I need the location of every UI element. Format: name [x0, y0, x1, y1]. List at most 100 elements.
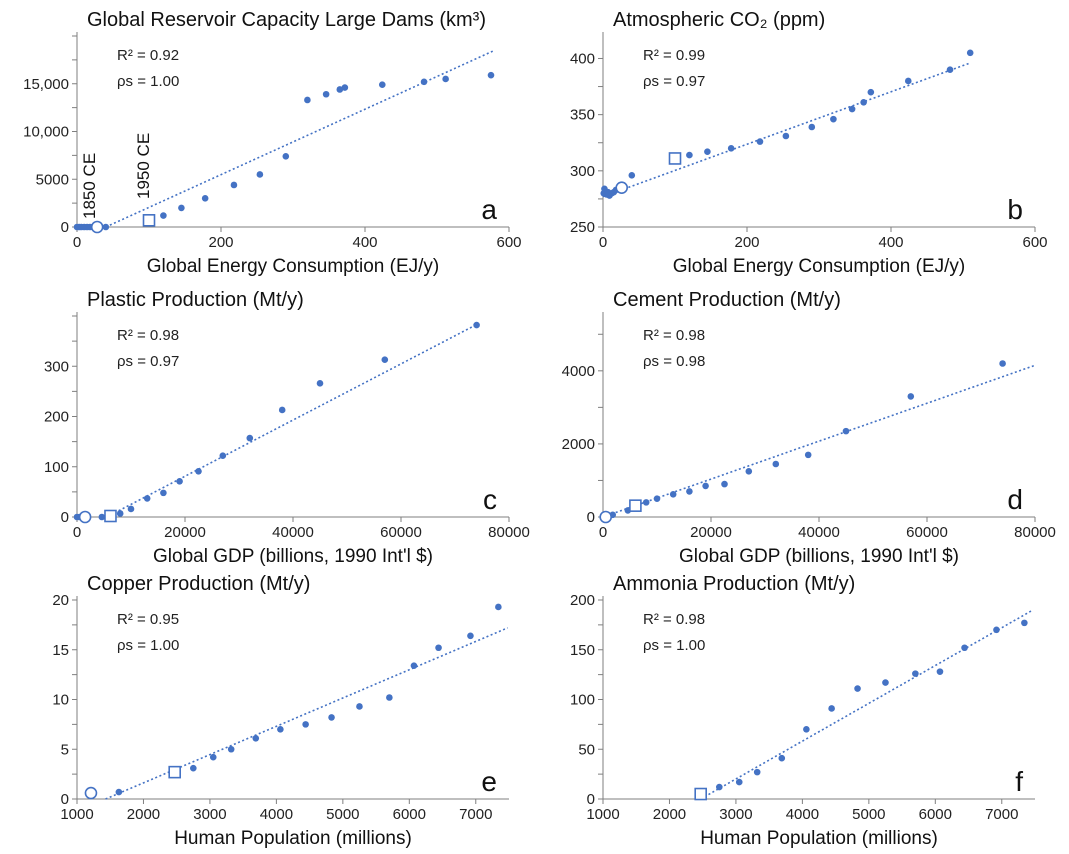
x-axis-label: Global Energy Consumption (EJ/y) — [147, 256, 440, 277]
data-point — [961, 644, 968, 652]
x-tick-label: 400 — [878, 234, 903, 251]
data-point — [782, 132, 790, 140]
x-axis-label: Global GDP (billions, 1990 Int'l $) — [153, 546, 433, 567]
open-square-marker — [168, 765, 181, 779]
data-point — [176, 478, 183, 485]
x-tick-label: 2000 — [127, 806, 160, 823]
data-point — [772, 460, 780, 468]
r-squared-label: R² = 0.95 — [117, 611, 179, 628]
y-tick-label: 0 — [61, 791, 69, 808]
x-tick-label: 3000 — [719, 806, 752, 823]
panel-title: Ammonia Production (Mt/y) — [613, 573, 855, 595]
x-tick-label: 60000 — [380, 524, 422, 541]
data-point — [778, 754, 786, 762]
panel-title: Cement Production (Mt/y) — [613, 289, 841, 311]
x-tick-label: 40000 — [272, 524, 314, 541]
data-point — [386, 694, 393, 701]
panel-b: 0 200 400 600 250 300 350 400 Atmospheric CO₂ (p… — [570, 9, 1048, 277]
open-circle-marker — [84, 786, 98, 800]
x-tick-label: 0 — [599, 524, 607, 541]
data-point — [442, 75, 449, 83]
data-point — [116, 510, 124, 517]
x-tick-label: 3000 — [193, 806, 226, 823]
data-point — [252, 735, 260, 742]
data-point — [246, 434, 254, 442]
data-point — [282, 153, 290, 160]
y-tick-label: 4000 — [562, 363, 595, 380]
data-point — [848, 105, 856, 113]
data-point — [227, 745, 235, 753]
data-point — [842, 427, 850, 435]
x-tick-label: 7000 — [985, 806, 1018, 823]
data-point — [127, 505, 135, 513]
x-tick-label: 6000 — [393, 806, 426, 823]
x-tick-label: 20000 — [164, 524, 206, 541]
trendline — [602, 62, 971, 198]
open-circle-marker — [78, 510, 92, 524]
x-tick-label: 80000 — [1014, 524, 1056, 541]
panel-letter: f — [1015, 766, 1023, 797]
x-tick-label: 6000 — [919, 806, 952, 823]
data-point — [828, 705, 835, 712]
data-point — [98, 513, 106, 521]
panel-letter: d — [1007, 484, 1023, 515]
x-tick-label: 5000 — [326, 806, 359, 823]
y-tick-label: 10 — [52, 692, 69, 709]
y-tick-label: 200 — [570, 592, 595, 609]
y-tick-label: 0 — [61, 509, 69, 526]
data-point — [115, 788, 123, 796]
data-point — [420, 78, 428, 86]
data-point — [628, 172, 636, 179]
x-tick-label: 1000 — [586, 806, 619, 823]
y-tick-label: 250 — [570, 219, 595, 236]
data-point — [160, 212, 167, 219]
y-tick-label: 10,000 — [23, 124, 69, 141]
y-tick-label: 5000 — [36, 171, 69, 188]
r-squared-label: R² = 0.92 — [117, 47, 179, 64]
x-axis-label: Global Energy Consumption (EJ/y) — [673, 256, 966, 277]
x-tick-label: 200 — [734, 234, 759, 251]
panel-title: Copper Production (Mt/y) — [87, 573, 310, 595]
y-tick-label: 0 — [587, 509, 595, 526]
y-tick-label: 20 — [52, 592, 69, 609]
r-squared-label: R² = 0.98 — [643, 327, 705, 344]
r-squared-label: R² = 0.98 — [643, 611, 705, 628]
spearman-label: ρs = 1.00 — [643, 637, 705, 654]
x-tick-label: 0 — [73, 234, 81, 251]
y-tick-label: 100 — [570, 692, 595, 709]
y-tick-label: 15 — [52, 642, 69, 659]
data-point — [745, 468, 753, 475]
data-point — [999, 360, 1006, 367]
trendline — [602, 364, 1036, 518]
data-point — [702, 482, 709, 490]
data-point — [410, 662, 418, 669]
data-point — [721, 480, 728, 488]
y-tick-label: 0 — [587, 791, 595, 808]
y-tick-label: 50 — [578, 741, 595, 758]
x-tick-label: 0 — [599, 234, 607, 251]
x-axis-label: Human Population (millions) — [174, 828, 412, 849]
trendline — [105, 49, 495, 228]
data-point — [302, 721, 309, 728]
x-tick-label: 200 — [208, 234, 233, 251]
panel-title: Atmospheric CO₂ (ppm) — [613, 9, 825, 31]
panel-title: Plastic Production (Mt/y) — [87, 289, 304, 311]
data-point — [912, 670, 919, 677]
panel-letter: b — [1007, 194, 1023, 225]
data-point — [328, 714, 335, 721]
data-point — [882, 679, 889, 686]
data-point — [966, 49, 974, 57]
x-tick-label: 0 — [73, 524, 81, 541]
y-tick-label: 400 — [570, 50, 595, 67]
spearman-label: ρs = 1.00 — [117, 637, 179, 654]
data-point — [946, 66, 954, 74]
data-point — [907, 393, 915, 400]
r-squared-label: R² = 0.99 — [643, 47, 705, 64]
open-square-marker — [668, 152, 682, 165]
x-tick-label: 20000 — [690, 524, 732, 541]
spearman-label: ρs = 1.00 — [117, 73, 179, 90]
data-point — [219, 452, 227, 459]
data-point — [803, 726, 810, 733]
open-square-marker — [694, 787, 707, 801]
data-point — [209, 753, 217, 761]
